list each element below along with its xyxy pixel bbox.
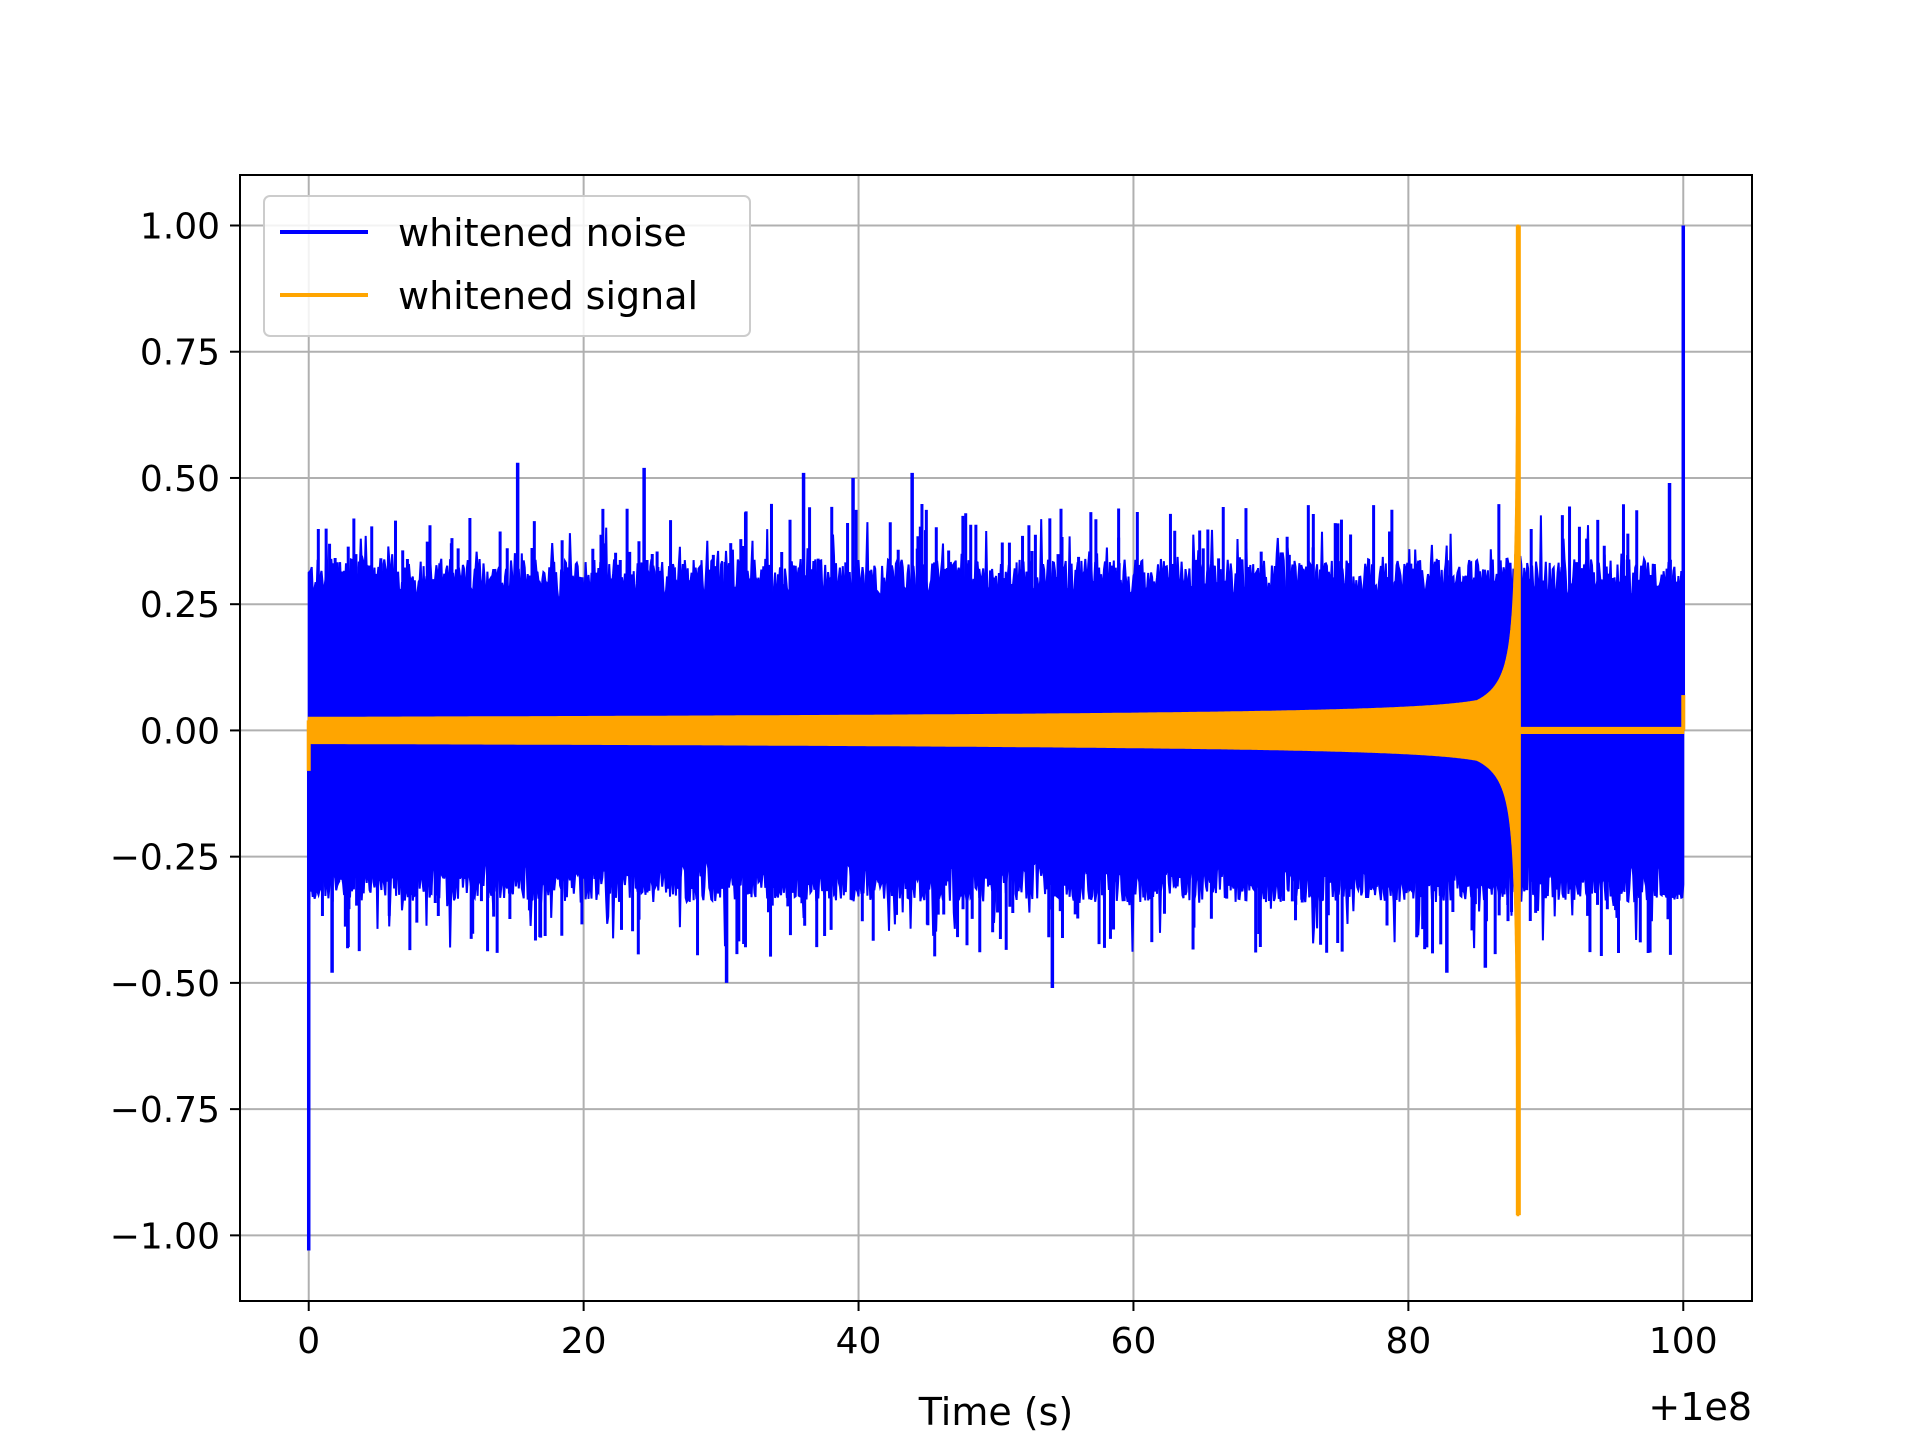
x-tick-label: 0 bbox=[297, 1321, 320, 1362]
y-tick-label: 0.50 bbox=[140, 459, 220, 500]
y-tick-label: 0.00 bbox=[140, 711, 220, 752]
x-tick-label: 40 bbox=[836, 1321, 882, 1362]
legend: whitened noise whitened signal bbox=[263, 195, 751, 337]
y-tick-label: 0.75 bbox=[140, 333, 220, 374]
legend-label-whitened-signal: whitened signal bbox=[398, 274, 698, 318]
series-whitened-signal-transients bbox=[306, 225, 1686, 1216]
plot-area bbox=[306, 224, 1686, 1251]
series-whitened-noise-spikes bbox=[306, 225, 1686, 1251]
legend-frame bbox=[263, 195, 751, 337]
series-whitened-signal-band bbox=[307, 224, 1685, 1217]
legend-label-whitened-noise: whitened noise bbox=[398, 211, 687, 255]
x-tick-label: 60 bbox=[1111, 1321, 1157, 1362]
y-tick-label: −0.75 bbox=[110, 1090, 220, 1131]
y-tick-label: −0.25 bbox=[110, 838, 220, 879]
x-ticks: 0 20 40 60 80 100 bbox=[297, 1301, 1718, 1362]
y-tick-label: −1.00 bbox=[110, 1216, 220, 1257]
y-tick-label: 1.00 bbox=[140, 206, 220, 247]
axes-frame bbox=[239, 174, 1753, 1302]
x-axis-offset-label: +1e8 bbox=[1648, 1385, 1752, 1429]
x-tick-label: 80 bbox=[1385, 1321, 1431, 1362]
x-tick-label: 100 bbox=[1649, 1321, 1718, 1362]
y-tick-label: 0.25 bbox=[140, 585, 220, 626]
y-tick-label: −0.50 bbox=[110, 964, 220, 1005]
x-axis-label: Time (s) bbox=[918, 1390, 1074, 1434]
y-ticks: 1.00 0.75 0.50 0.25 0.00 −0.25 −0.50 −0.75 −1.00 bbox=[110, 206, 240, 1257]
x-tick-label: 20 bbox=[561, 1321, 607, 1362]
